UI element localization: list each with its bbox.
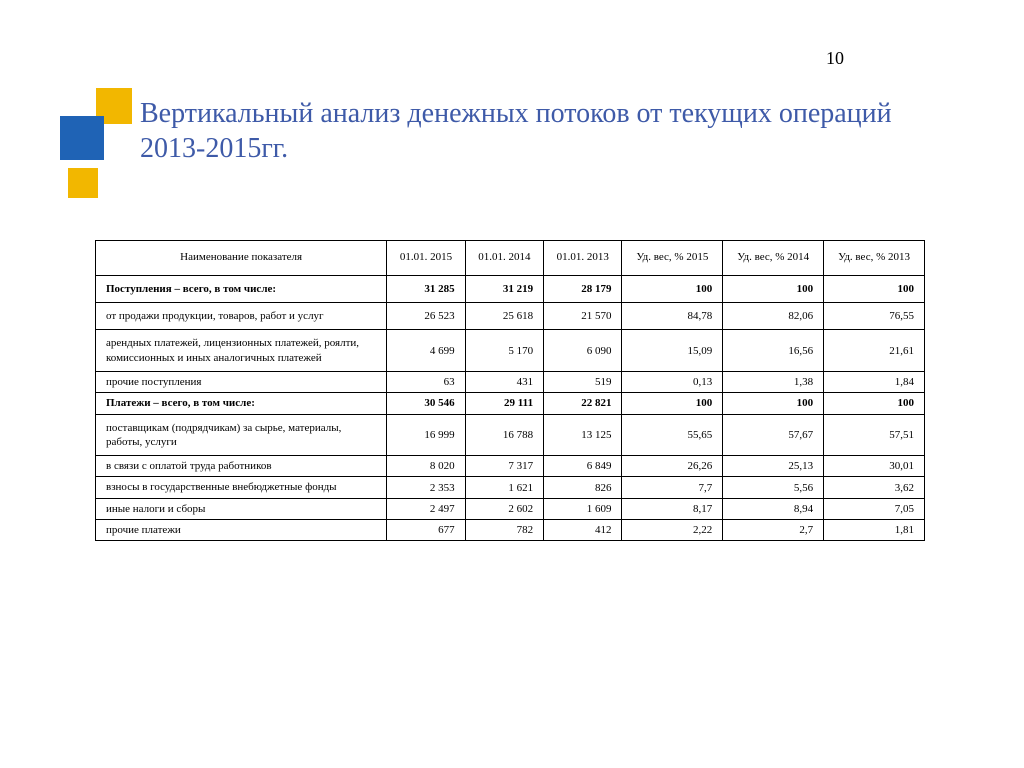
cell-value: 57,67	[723, 414, 824, 456]
cell-value: 100	[622, 275, 723, 302]
cell-value: 31 285	[387, 275, 465, 302]
col-header-pct-2014: Уд. вес, % 2014	[723, 241, 824, 276]
cell-value: 826	[544, 477, 622, 498]
cell-value: 63	[387, 371, 465, 392]
table-row: арендных платежей, лицензионных платежей…	[96, 330, 925, 372]
cell-value: 4 699	[387, 330, 465, 372]
col-header-name: Наименование показателя	[96, 241, 387, 276]
col-header-2014: 01.01. 2014	[465, 241, 543, 276]
cell-value: 1,84	[824, 371, 925, 392]
cell-value: 30,01	[824, 456, 925, 477]
col-header-2015: 01.01. 2015	[387, 241, 465, 276]
cell-value: 25 618	[465, 303, 543, 330]
cell-value: 16 999	[387, 414, 465, 456]
cell-value: 2,22	[622, 520, 723, 541]
cell-value: 30 546	[387, 393, 465, 414]
cell-value: 2 353	[387, 477, 465, 498]
cell-value: 25,13	[723, 456, 824, 477]
cell-value: 100	[824, 275, 925, 302]
decorative-squares	[60, 88, 130, 208]
cell-value: 7,7	[622, 477, 723, 498]
table-row: от продажи продукции, товаров, работ и у…	[96, 303, 925, 330]
cell-value: 8,94	[723, 498, 824, 519]
col-header-pct-2013: Уд. вес, % 2013	[824, 241, 925, 276]
cell-value: 84,78	[622, 303, 723, 330]
cell-value: 55,65	[622, 414, 723, 456]
cell-value: 431	[465, 371, 543, 392]
page-number: 10	[826, 48, 844, 69]
table-row: Платежи – всего, в том числе:30 54629 11…	[96, 393, 925, 414]
cell-value: 412	[544, 520, 622, 541]
cell-name: Платежи – всего, в том числе:	[96, 393, 387, 414]
slide-title: Вертикальный анализ денежных потоков от …	[140, 96, 900, 166]
cell-value: 5 170	[465, 330, 543, 372]
cell-value: 76,55	[824, 303, 925, 330]
cell-name: в связи с оплатой труда работников	[96, 456, 387, 477]
cell-value: 2 497	[387, 498, 465, 519]
cell-value: 1 621	[465, 477, 543, 498]
cell-value: 21,61	[824, 330, 925, 372]
cell-value: 6 090	[544, 330, 622, 372]
cell-value: 1,81	[824, 520, 925, 541]
cell-value: 1 609	[544, 498, 622, 519]
cell-value: 782	[465, 520, 543, 541]
table-row: в связи с оплатой труда работников8 0207…	[96, 456, 925, 477]
table-row: взносы в государственные внебюджетные фо…	[96, 477, 925, 498]
cell-name: Поступления – всего, в том числе:	[96, 275, 387, 302]
table-row: Поступления – всего, в том числе:31 2853…	[96, 275, 925, 302]
table-row: прочие платежи6777824122,222,71,81	[96, 520, 925, 541]
cell-value: 6 849	[544, 456, 622, 477]
cell-value: 2 602	[465, 498, 543, 519]
cell-value: 29 111	[465, 393, 543, 414]
cell-value: 1,38	[723, 371, 824, 392]
cell-name: поставщикам (подрядчикам) за сырье, мате…	[96, 414, 387, 456]
cell-value: 15,09	[622, 330, 723, 372]
cell-value: 8 020	[387, 456, 465, 477]
cell-value: 100	[824, 393, 925, 414]
table-row: прочие поступления634315190,131,381,84	[96, 371, 925, 392]
cell-value: 16,56	[723, 330, 824, 372]
cell-value: 22 821	[544, 393, 622, 414]
cell-value: 0,13	[622, 371, 723, 392]
cell-value: 2,7	[723, 520, 824, 541]
cell-name: иные налоги и сборы	[96, 498, 387, 519]
cell-value: 8,17	[622, 498, 723, 519]
cell-value: 31 219	[465, 275, 543, 302]
cell-value: 13 125	[544, 414, 622, 456]
cashflow-table: Наименование показателя 01.01. 2015 01.0…	[95, 240, 925, 541]
cell-name: прочие платежи	[96, 520, 387, 541]
col-header-pct-2015: Уд. вес, % 2015	[622, 241, 723, 276]
cell-name: прочие поступления	[96, 371, 387, 392]
cell-value: 100	[723, 393, 824, 414]
cell-value: 26 523	[387, 303, 465, 330]
table-header-row: Наименование показателя 01.01. 2015 01.0…	[96, 241, 925, 276]
cell-name: от продажи продукции, товаров, работ и у…	[96, 303, 387, 330]
cell-name: арендных платежей, лицензионных платежей…	[96, 330, 387, 372]
cell-value: 28 179	[544, 275, 622, 302]
cell-value: 5,56	[723, 477, 824, 498]
cell-value: 57,51	[824, 414, 925, 456]
cell-value: 677	[387, 520, 465, 541]
cell-value: 26,26	[622, 456, 723, 477]
cell-value: 100	[723, 275, 824, 302]
cell-value: 7 317	[465, 456, 543, 477]
cell-value: 100	[622, 393, 723, 414]
cell-value: 82,06	[723, 303, 824, 330]
col-header-2013: 01.01. 2013	[544, 241, 622, 276]
table-row: поставщикам (подрядчикам) за сырье, мате…	[96, 414, 925, 456]
table-row: иные налоги и сборы2 4972 6021 6098,178,…	[96, 498, 925, 519]
cell-name: взносы в государственные внебюджетные фо…	[96, 477, 387, 498]
cell-value: 7,05	[824, 498, 925, 519]
cell-value: 519	[544, 371, 622, 392]
cell-value: 3,62	[824, 477, 925, 498]
cell-value: 16 788	[465, 414, 543, 456]
cell-value: 21 570	[544, 303, 622, 330]
